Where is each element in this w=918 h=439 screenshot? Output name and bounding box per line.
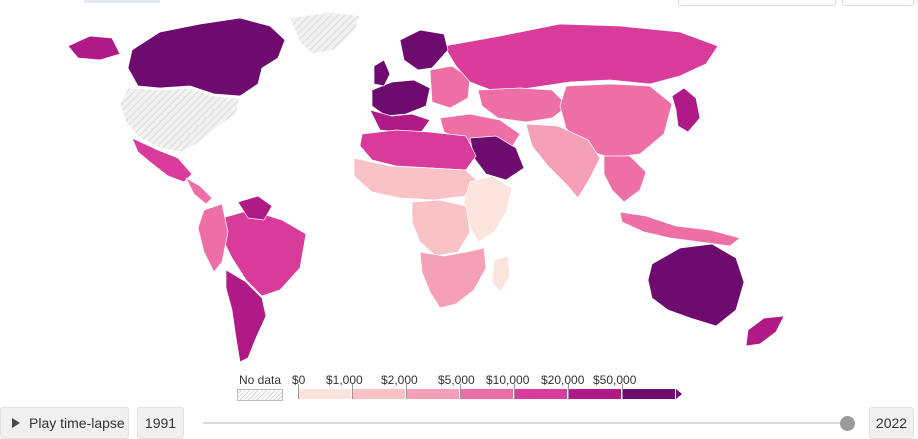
region-southeast-asia[interactable]: [603, 155, 647, 203]
region-indonesia[interactable]: [619, 211, 741, 247]
region-argentina-chile[interactable]: [225, 269, 267, 363]
legend-bin-label: $50,000: [593, 373, 637, 387]
legend-tick: [406, 384, 407, 399]
legend-bin[interactable]: [298, 389, 352, 399]
region-australia[interactable]: [647, 243, 745, 327]
region-russia[interactable]: [443, 23, 719, 93]
region-central-asia[interactable]: [477, 87, 569, 123]
region-guianas[interactable]: [237, 195, 273, 221]
legend-bin-label: $1,000: [326, 373, 363, 387]
legend-tick: [568, 384, 569, 399]
region-southern-europe[interactable]: [369, 109, 431, 135]
timeline-controls: Play time-lapse 1991 2022: [0, 406, 918, 439]
map-svg: [67, 11, 785, 363]
legend-arrow: [676, 389, 682, 399]
region-western-europe[interactable]: [371, 79, 431, 117]
no-data-swatch: [237, 389, 283, 401]
region-eastern-europe[interactable]: [429, 65, 471, 109]
top-toolbar: [0, 0, 918, 6]
play-timelapse-button[interactable]: Play time-lapse: [0, 407, 129, 439]
legend-bin[interactable]: [352, 389, 406, 399]
slider-handle[interactable]: [840, 416, 855, 431]
legend-bin-label: $10,000: [486, 373, 530, 387]
region-saudi-gulf[interactable]: [469, 135, 525, 181]
legend-tick: [352, 384, 353, 399]
region-central-africa[interactable]: [411, 199, 471, 257]
end-year-box[interactable]: 2022: [869, 407, 914, 439]
region-southern-africa[interactable]: [419, 247, 487, 309]
region-andes[interactable]: [197, 203, 229, 273]
region-usa[interactable]: [119, 87, 241, 153]
region-east-africa[interactable]: [463, 175, 513, 243]
region-china[interactable]: [559, 83, 673, 159]
legend-bin[interactable]: [568, 389, 622, 399]
start-year-box[interactable]: 1991: [137, 407, 184, 439]
region-japan-korea[interactable]: [671, 87, 701, 133]
region-uk-ireland[interactable]: [373, 59, 391, 87]
timeline-track[interactable]: [203, 422, 854, 424]
tab-indicator: [84, 0, 160, 3]
world-map: [0, 6, 918, 370]
region-central-america[interactable]: [185, 177, 213, 205]
legend-bin[interactable]: [406, 389, 460, 399]
region-canada[interactable]: [127, 17, 286, 97]
toolbar-control-2[interactable]: [842, 0, 914, 6]
region-mexico[interactable]: [131, 137, 193, 183]
legend-bin-label: $2,000: [381, 373, 418, 387]
play-timelapse-label: Play time-lapse: [29, 415, 125, 431]
legend-bin[interactable]: [514, 389, 568, 399]
toolbar-control[interactable]: [678, 0, 836, 6]
region-scandinavia[interactable]: [399, 29, 449, 71]
legend-bin-label: $20,000: [541, 373, 585, 387]
legend-bin-label: $5,000: [438, 373, 475, 387]
region-india[interactable]: [525, 123, 601, 199]
region-new-zealand[interactable]: [745, 315, 785, 347]
legend-bin[interactable]: [460, 389, 514, 399]
legend-tick: [460, 384, 461, 399]
legend-bin-label: $0: [292, 373, 306, 387]
region-madagascar[interactable]: [491, 255, 511, 293]
legend-tick: [622, 384, 623, 399]
region-brazil[interactable]: [221, 209, 307, 297]
no-data-label: No data: [239, 373, 282, 387]
region-greenland[interactable]: [289, 11, 361, 55]
legend-bin[interactable]: [622, 389, 676, 399]
map-legend: No data $0 $1,000 $2,000 $5,000 $10,000 $20,0…: [0, 370, 918, 406]
region-alaska[interactable]: [67, 35, 121, 61]
legend-tick: [298, 384, 299, 399]
legend-tick: [514, 384, 515, 399]
play-icon: [12, 418, 20, 428]
